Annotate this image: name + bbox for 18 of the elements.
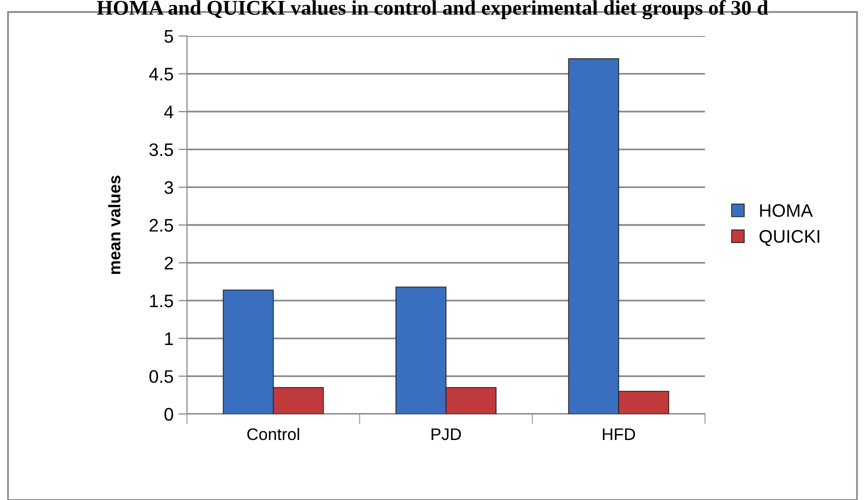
y-tick-label: 4.5 [149,68,174,81]
legend-label: HOMA [760,204,813,217]
x-tick-label: HFD [602,428,635,440]
y-tick-label: 3 [164,181,174,194]
y-tick-label: 3.5 [149,143,174,156]
legend-label: QUICKI [760,230,820,246]
chart-title: HOMA and QUICKI values in control and experimental diet groups of 30 d [96,0,768,20]
y-tick-label: 5 [164,30,174,43]
y-tick-label: 0.5 [149,370,174,383]
y-tick-label: 0 [164,408,174,421]
x-tick-label: Control [247,428,300,440]
x-tick-label: PJD [432,428,461,440]
y-tick-label: 4 [164,106,174,118]
y-tick-label: 1.5 [150,294,174,308]
y-tick-label: 1 [165,332,173,345]
y-axis-title: mean values [108,176,120,274]
y-tick-label: 2.5 [150,218,174,232]
y-tick-label: 2 [164,256,173,270]
